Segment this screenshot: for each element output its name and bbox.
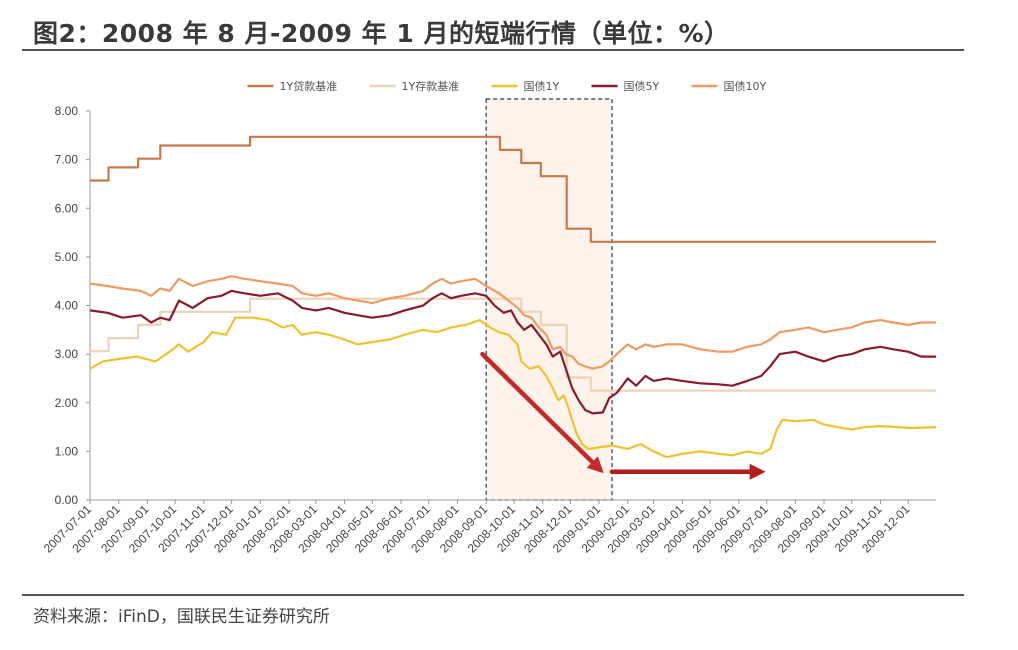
legend-label-0: 1Y贷款基准 <box>280 79 338 93</box>
title-underline <box>22 49 964 51</box>
source-divider <box>22 594 964 596</box>
y-tick-label: 5.00 <box>55 250 79 264</box>
page-title: 图2：2008 年 8 月-2009 年 1 月的短端行情（单位：%） <box>33 19 730 48</box>
series-line-0 <box>90 135 936 243</box>
source-note: 资料来源：iFinD，国联民生证券研究所 <box>33 607 330 627</box>
legend-label-4: 国债10Y <box>724 79 767 93</box>
y-tick-label: 2.00 <box>55 396 79 410</box>
chart-legend: 1Y贷款基准 1Y存款基准 国债1Y 国债5Y 国债10Y <box>247 79 767 93</box>
y-tick-label: 8.00 <box>55 104 79 118</box>
y-tick-label: 6.00 <box>55 201 79 215</box>
y-tick-label: 7.00 <box>55 153 79 167</box>
chart-annotations <box>480 351 766 480</box>
y-tick-label: 4.00 <box>55 299 79 313</box>
legend-label-3: 国债5Y <box>624 79 660 93</box>
legend-label-1: 1Y存款基准 <box>402 79 460 93</box>
chart-series <box>89 135 937 459</box>
arrow-head-0 <box>586 456 604 474</box>
arrow-shaft-0 <box>480 351 595 465</box>
legend-label-2: 国债1Y <box>524 79 560 93</box>
series-line-4 <box>89 275 936 370</box>
series-line-3 <box>89 289 936 415</box>
y-tick-label: 1.00 <box>55 444 79 458</box>
arrow-head-1 <box>749 463 766 480</box>
y-tick-label: 0.00 <box>55 493 79 507</box>
series-line-2 <box>89 316 937 459</box>
y-tick-label: 3.00 <box>55 347 79 361</box>
